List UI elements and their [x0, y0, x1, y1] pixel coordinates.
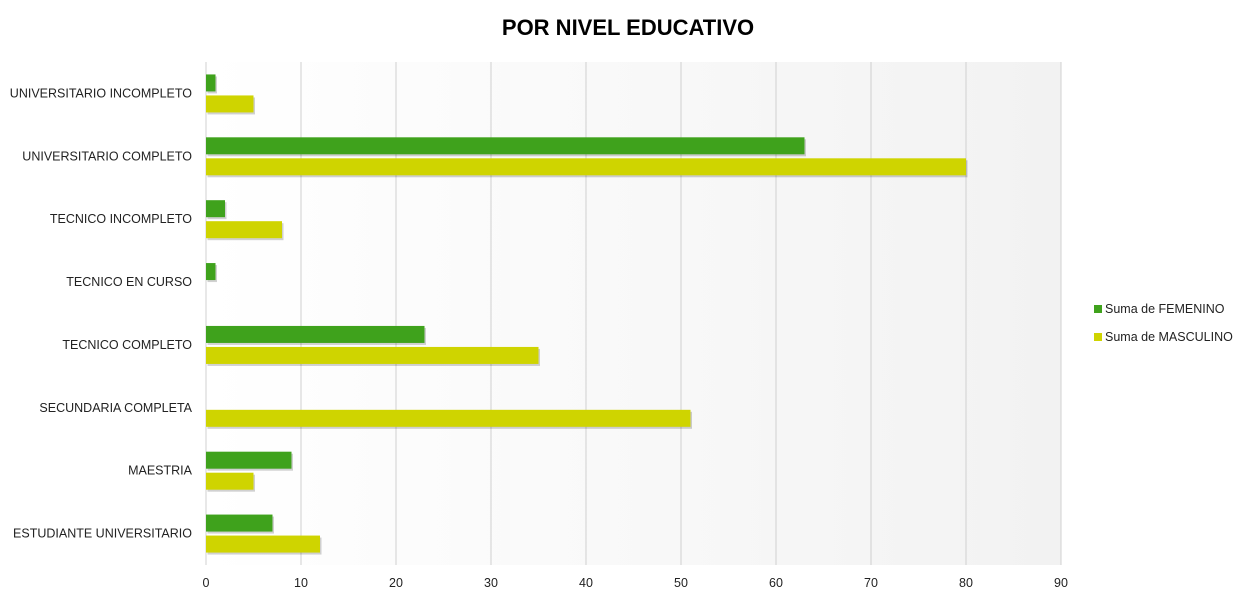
category-label: TECNICO EN CURSO: [66, 275, 192, 289]
bar-femenino: [206, 200, 225, 218]
category-label: TECNICO INCOMPLETO: [50, 212, 192, 226]
bar-masculino: [206, 158, 966, 176]
category-label: UNIVERSITARIO INCOMPLETO: [10, 86, 192, 100]
bar-femenino: [206, 451, 292, 469]
category-labels: UNIVERSITARIO INCOMPLETO UNIVERSITARIO CO…: [10, 86, 193, 540]
bar-femenino: [206, 263, 216, 281]
bar-masculino: [206, 95, 254, 113]
category-label: UNIVERSITARIO COMPLETO: [22, 149, 192, 163]
legend-swatch: [1094, 333, 1102, 341]
legend-label: Suma de FEMENINO: [1105, 302, 1225, 316]
legend-swatch: [1094, 305, 1102, 313]
category-label: MAESTRIA: [128, 464, 193, 478]
bar-femenino: [206, 514, 273, 532]
legend-label: Suma de MASCULINO: [1105, 330, 1233, 344]
legend: Suma de FEMENINO Suma de MASCULINO: [1094, 302, 1233, 344]
bar-masculino: [206, 346, 539, 364]
x-tick-label: 40: [579, 576, 593, 590]
bar-femenino: [206, 74, 216, 92]
bar-masculino: [206, 472, 254, 490]
x-tick-label: 30: [484, 576, 498, 590]
category-label: SECUNDARIA COMPLETA: [39, 401, 192, 415]
bar-masculino: [206, 221, 282, 239]
bar-femenino: [206, 137, 805, 155]
x-tick-label: 10: [294, 576, 308, 590]
x-tick-label: 50: [674, 576, 688, 590]
category-label: ESTUDIANTE UNIVERSITARIO: [13, 527, 192, 541]
x-tick-label: 0: [203, 576, 210, 590]
x-tick-label: 70: [864, 576, 878, 590]
x-tick-label: 60: [769, 576, 783, 590]
x-tick-label: 90: [1054, 576, 1068, 590]
chart-title: POR NIVEL EDUCATIVO: [502, 15, 754, 40]
x-tick-label: 80: [959, 576, 973, 590]
category-label: TECNICO COMPLETO: [62, 338, 192, 352]
bars: [206, 74, 968, 555]
bar-masculino: [206, 409, 691, 427]
bar-femenino: [206, 325, 425, 343]
x-tick-labels: 0 10 20 30 40 50 60 70 80 90: [203, 576, 1068, 590]
x-tick-label: 20: [389, 576, 403, 590]
bar-masculino: [206, 535, 320, 553]
